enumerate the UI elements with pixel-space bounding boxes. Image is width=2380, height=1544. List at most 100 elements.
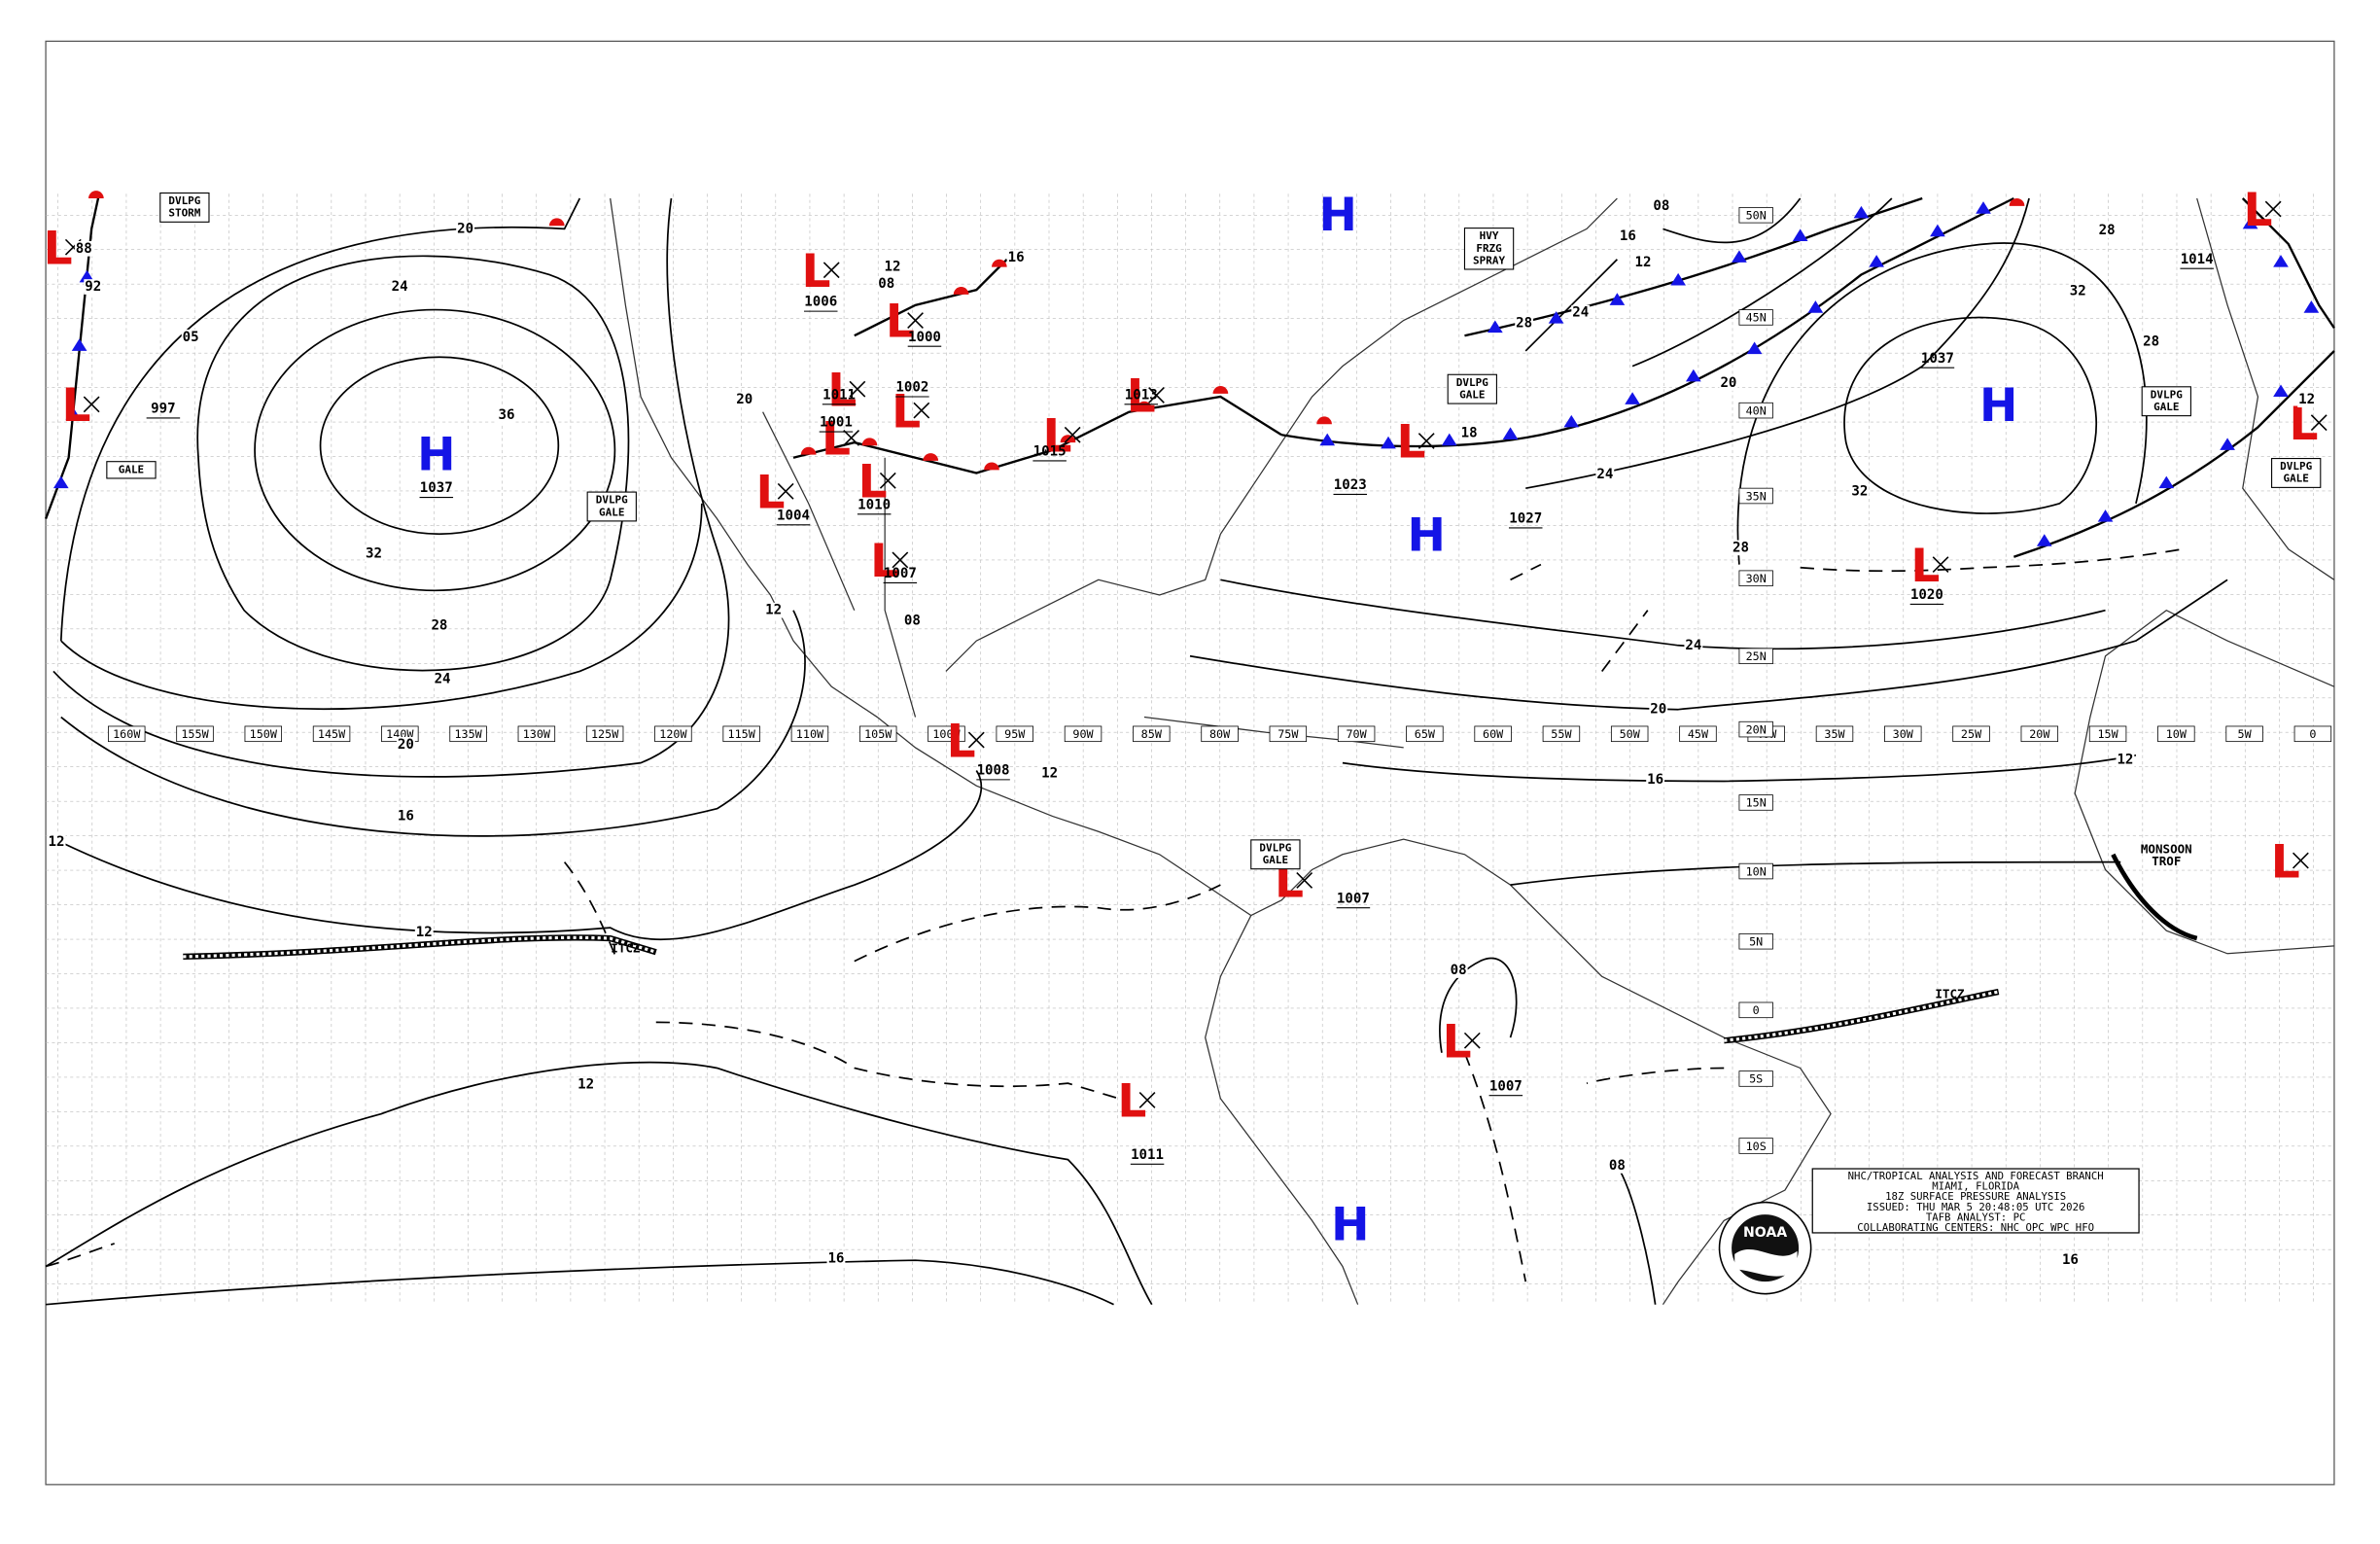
iso bbox=[46, 1259, 1114, 1306]
isobar-label: 24 bbox=[1572, 305, 1589, 321]
coast bbox=[610, 197, 1832, 1306]
isobar-label: 12 bbox=[2117, 752, 2133, 767]
lat-box bbox=[1738, 570, 1773, 586]
center-x bbox=[907, 312, 924, 329]
cold-front-triangle bbox=[1488, 320, 1503, 333]
lon-label: 0 bbox=[2309, 727, 2316, 741]
lat-label: 0 bbox=[1753, 1003, 1760, 1017]
center-x bbox=[843, 429, 860, 446]
lon-box bbox=[244, 725, 283, 743]
lon-box bbox=[1815, 725, 1854, 743]
pressure-value: 1004 bbox=[777, 508, 810, 523]
isobar-label: 08 bbox=[904, 614, 921, 629]
annotation-text: GALE bbox=[599, 506, 624, 518]
pressure-value: 1037 bbox=[420, 480, 453, 496]
map-labels: 160W 155W 150W 145W 140W 135W 130W 125W 120W 115W… bbox=[44, 184, 2332, 1268]
isobar-label: 20 bbox=[736, 392, 752, 407]
lon-label: 90W bbox=[1072, 727, 1094, 741]
isobar-label-bg bbox=[764, 602, 784, 618]
lat-box bbox=[1738, 932, 1773, 950]
center-x bbox=[83, 396, 100, 413]
annotation-box bbox=[1463, 228, 1515, 270]
cold-front-triangle bbox=[2158, 475, 2175, 489]
isobar-label: 20 bbox=[457, 221, 473, 236]
isobar-label-bg bbox=[430, 617, 449, 634]
annotation-text: DVLPG bbox=[2280, 460, 2312, 473]
header-line: COLLABORATING CENTERS: NHC OPC WPC HFO bbox=[1857, 1221, 2094, 1234]
annotation-text: GALE bbox=[1263, 854, 1288, 866]
lat-box bbox=[1738, 1070, 1773, 1087]
center-x bbox=[2310, 414, 2328, 432]
graticule bbox=[46, 193, 2334, 1305]
lon-box bbox=[996, 725, 1033, 743]
header-box: NHC/TROPICAL ANALYSIS AND FORECAST BRANC… bbox=[1811, 1168, 2140, 1234]
isobar-label-bg bbox=[2116, 752, 2135, 768]
isobar-label: 20 bbox=[398, 737, 414, 753]
path bbox=[2111, 853, 2198, 941]
lon-box bbox=[2225, 725, 2263, 743]
isobar-label: 32 bbox=[366, 546, 382, 562]
pressure-value: 1000 bbox=[908, 330, 941, 345]
isobar-label-bg bbox=[74, 240, 93, 257]
iso bbox=[1843, 316, 2097, 514]
isobar-label: 16 bbox=[827, 1251, 844, 1267]
lat-box bbox=[1738, 720, 1773, 738]
itcz bbox=[183, 853, 2198, 1044]
isobar-label: 16 bbox=[1008, 250, 1025, 265]
center-x bbox=[1418, 433, 1435, 449]
isobar-label-bg bbox=[1571, 304, 1591, 321]
isobar-label-bg bbox=[2097, 223, 2117, 238]
lon-label: 20W bbox=[2029, 727, 2050, 741]
pressure-value: 1007 bbox=[1337, 891, 1370, 906]
pressure-value: 1001 bbox=[820, 415, 853, 431]
annotation-box bbox=[586, 491, 637, 522]
annotation-box bbox=[1250, 839, 1301, 870]
cold-front-triangle bbox=[65, 406, 82, 420]
cold-front-triangle bbox=[2097, 509, 2114, 522]
isobar-label: 20 bbox=[1650, 702, 1666, 718]
lat-label: 30N bbox=[1746, 572, 1767, 585]
lat-box bbox=[1738, 309, 1773, 326]
lon-box bbox=[722, 725, 760, 743]
isobar-label: 28 bbox=[1732, 540, 1749, 555]
high-symbol: H bbox=[417, 428, 455, 481]
isobar-label-bg bbox=[1515, 315, 1534, 332]
coast bbox=[2196, 197, 2335, 580]
lat-label: 35N bbox=[1746, 489, 1767, 503]
annotation-text: DVLPG bbox=[168, 194, 200, 207]
coast bbox=[2074, 609, 2335, 955]
isobar-label-bg bbox=[1618, 228, 1637, 245]
isobar-label-bg bbox=[1633, 255, 1653, 270]
lon-label: 105W bbox=[864, 727, 892, 741]
cold-front-triangle bbox=[1930, 224, 1945, 237]
high-symbol: H bbox=[1979, 379, 2017, 433]
low-symbol: L bbox=[827, 364, 857, 417]
lat-label: 5S bbox=[1749, 1072, 1763, 1086]
cold-front-triangle bbox=[1976, 201, 1991, 214]
isobar-label-bg bbox=[181, 329, 200, 345]
isobar-label: 24 bbox=[435, 671, 451, 686]
cold-front-triangle bbox=[1563, 414, 1580, 428]
iso bbox=[1616, 1165, 1657, 1305]
lon-label: 130W bbox=[523, 727, 551, 741]
annotation-box bbox=[2271, 458, 2322, 488]
coast bbox=[945, 197, 1618, 672]
isobar-label: 18 bbox=[1461, 426, 1478, 441]
center-x bbox=[1138, 1092, 1156, 1108]
coast bbox=[1143, 716, 1404, 749]
cold-front-triangle bbox=[1746, 341, 1763, 355]
feature-label: MONSOON bbox=[2141, 842, 2192, 857]
isobar-label-bg bbox=[2068, 283, 2087, 299]
lon-box bbox=[585, 725, 624, 743]
isobar-label: 08 bbox=[1609, 1158, 1626, 1174]
iso bbox=[1631, 197, 1893, 368]
lon-box bbox=[2293, 725, 2332, 743]
lon-label: 155W bbox=[181, 727, 209, 741]
warm-front-semicircle bbox=[953, 287, 969, 295]
low-symbol: L bbox=[1117, 1075, 1146, 1129]
fronts bbox=[44, 191, 2335, 558]
isobar-label: 16 bbox=[1647, 772, 1663, 788]
lon-label: 95W bbox=[1004, 727, 1026, 741]
iso bbox=[45, 1061, 1153, 1306]
isobar-label: 12 bbox=[416, 925, 433, 940]
